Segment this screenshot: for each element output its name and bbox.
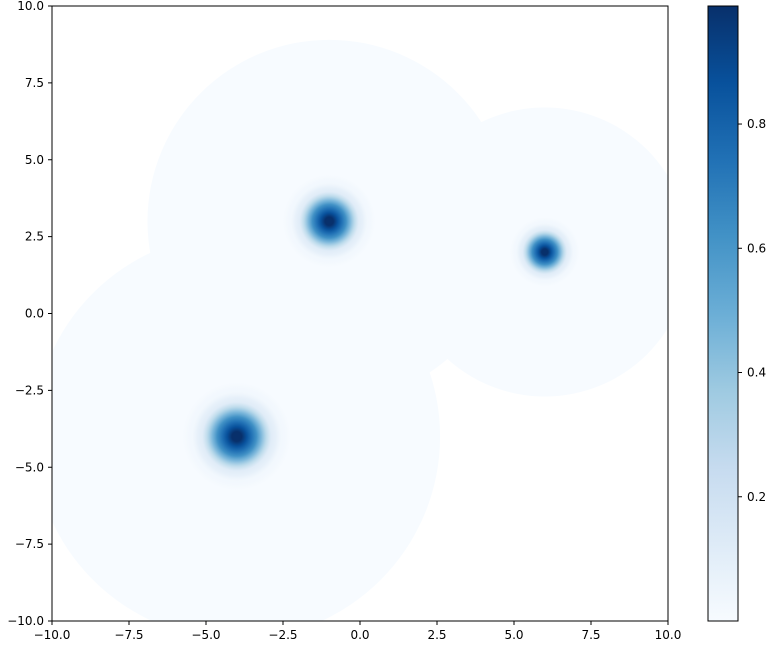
- heat-peak-2: [500, 207, 590, 297]
- colorbar-frame: [707, 5, 739, 622]
- heat-peak-3: [167, 367, 306, 506]
- x-tick-label: 2.5: [427, 628, 446, 642]
- y-tick-label: −5.0: [15, 460, 44, 474]
- heatmap-layer: [52, 39, 668, 621]
- y-tick-label: −7.5: [15, 537, 44, 551]
- y-tick-label: 0.0: [25, 307, 44, 321]
- y-tick-label: 7.5: [25, 76, 44, 90]
- x-tick-label: −2.5: [268, 628, 297, 642]
- x-tick-label: −7.5: [114, 628, 143, 642]
- y-tick-label: −10.0: [7, 614, 44, 628]
- y-axis: −10.0 −7.5 −5.0 −2.5 0.0 2.5 5.0 7.5 10.0: [7, 0, 52, 628]
- plot-area: [51, 5, 669, 622]
- colorbar-tick-label: 0.6: [747, 241, 766, 255]
- colorbar-tick-label: 0.4: [747, 366, 766, 380]
- x-tick-label: 5.0: [504, 628, 523, 642]
- x-tick-label: 10.0: [655, 628, 682, 642]
- colorbar-ticks: 0.2 0.4 0.6 0.8: [738, 117, 766, 504]
- y-tick-label: −2.5: [15, 383, 44, 397]
- x-tick-label: −10.0: [34, 628, 71, 642]
- x-tick-label: 7.5: [581, 628, 600, 642]
- heat-peak-1: [270, 162, 389, 281]
- x-tick-label: 0.0: [350, 628, 369, 642]
- y-tick-label: 10.0: [17, 0, 44, 13]
- colorbar-tick-label: 0.2: [747, 490, 766, 504]
- colorbar: 0.2 0.4 0.6 0.8: [707, 5, 766, 622]
- y-tick-label: 2.5: [25, 230, 44, 244]
- y-tick-label: 5.0: [25, 153, 44, 167]
- colorbar-gradient: [708, 6, 738, 621]
- x-tick-label: −5.0: [191, 628, 220, 642]
- colorbar-tick-label: 0.8: [747, 117, 766, 131]
- x-axis: −10.0 −7.5 −5.0 −2.5 0.0 2.5 5.0 7.5 10.0: [34, 621, 682, 642]
